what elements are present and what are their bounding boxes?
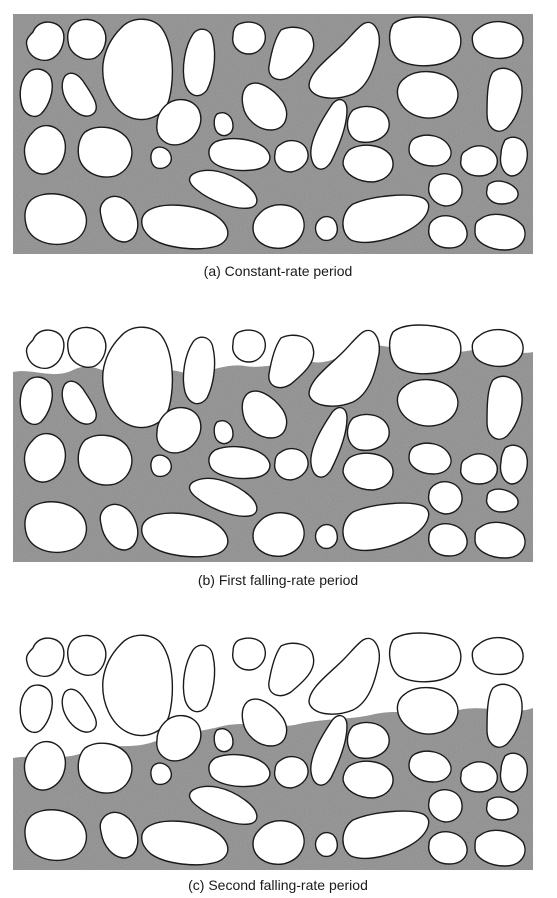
panel-first-falling-rate: [13, 324, 533, 562]
panel-second-falling-rate: [13, 632, 533, 870]
caption-panel-b: (b) First falling-rate period: [198, 572, 358, 588]
panel-constant-rate: [13, 14, 533, 254]
caption-panel-a: (a) Constant-rate period: [204, 263, 353, 279]
caption-panel-c: (c) Second falling-rate period: [188, 877, 368, 893]
